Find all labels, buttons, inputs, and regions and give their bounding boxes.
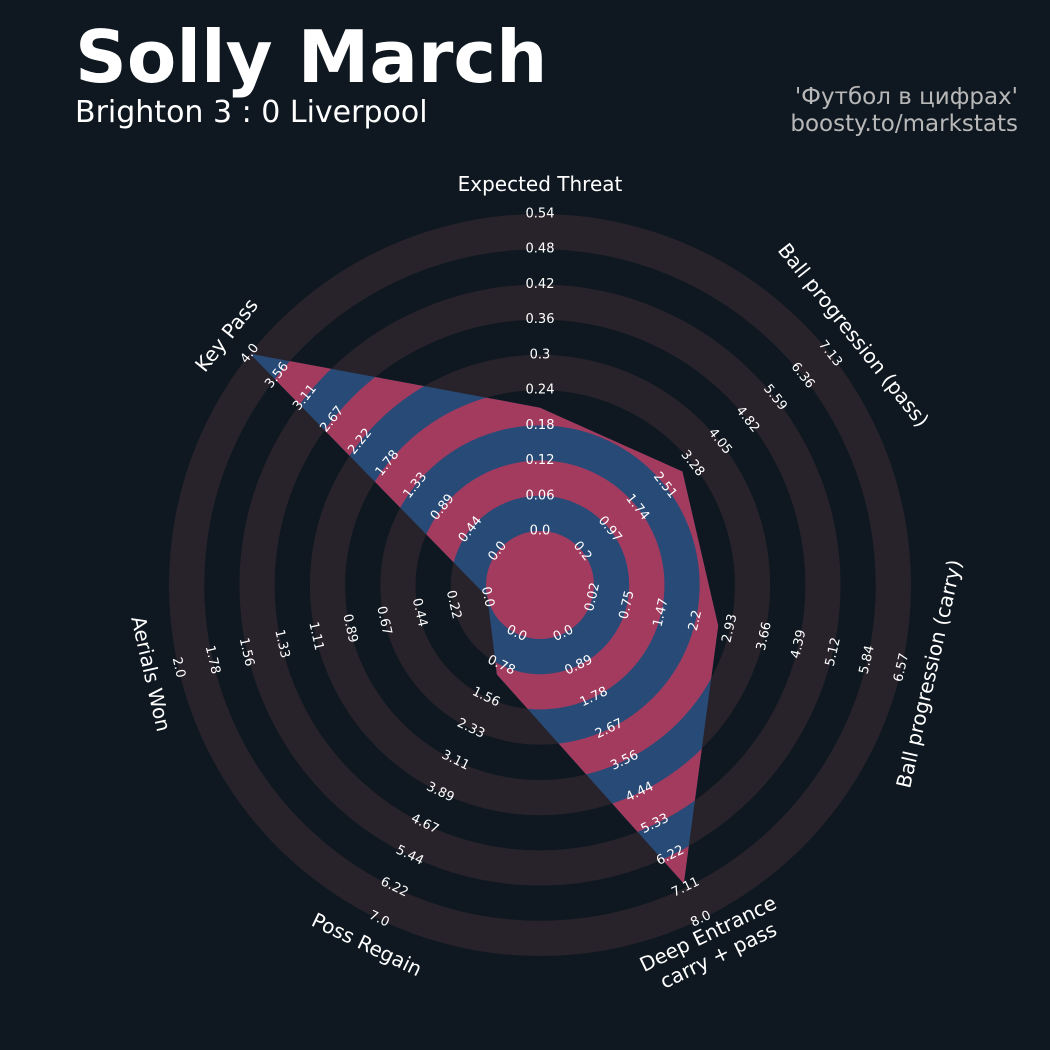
tick-label: 6.57 <box>891 652 912 684</box>
chart-title: Solly March <box>75 15 547 99</box>
tick-label: 0.12 <box>526 453 555 468</box>
credit: boosty.to/markstats <box>790 111 1018 137</box>
tick-label: 2.93 <box>719 613 740 645</box>
tick-label: 0.06 <box>526 488 555 503</box>
chart-subtitle: Brighton 3 : 0 Liverpool <box>75 95 428 130</box>
credit: 'Футбол в цифрах' <box>795 84 1018 110</box>
tick-label: 2.0 <box>169 656 188 680</box>
tick-label: 1.11 <box>305 620 326 652</box>
tick-label: 0.24 <box>526 383 555 398</box>
tick-label: 5.12 <box>823 636 844 668</box>
tick-label: 0.18 <box>526 418 555 433</box>
tick-label: 0.36 <box>526 312 555 327</box>
tick-label: 0.3 <box>530 347 551 362</box>
tick-label: 0.44 <box>409 597 430 629</box>
tick-label: 0.54 <box>526 207 555 222</box>
axis-label-line: Expected Threat <box>458 172 623 196</box>
tick-label: 5.84 <box>857 644 878 676</box>
tick-label: 0.0 <box>478 585 497 609</box>
radar <box>249 353 719 884</box>
tick-label: 0.0 <box>530 524 551 539</box>
tick-label: 3.66 <box>754 620 775 652</box>
tick-label: 2.2 <box>686 609 705 633</box>
radar-area-rings <box>249 353 719 884</box>
tick-label: 1.56 <box>236 636 257 668</box>
tick-label: 0.89 <box>339 613 360 645</box>
tick-label: 0.02 <box>582 581 603 613</box>
tick-label: 4.39 <box>788 628 809 660</box>
tick-label: 0.48 <box>526 242 555 257</box>
tick-label: 1.47 <box>651 597 672 629</box>
axis-label: Expected Threat <box>458 172 623 196</box>
tick-label: 0.75 <box>617 589 638 621</box>
tick-label: 1.33 <box>271 628 292 660</box>
tick-label: 0.42 <box>526 277 555 292</box>
tick-label: 0.22 <box>443 589 464 621</box>
tick-label: 0.67 <box>373 605 394 637</box>
tick-label: 1.78 <box>202 644 223 676</box>
